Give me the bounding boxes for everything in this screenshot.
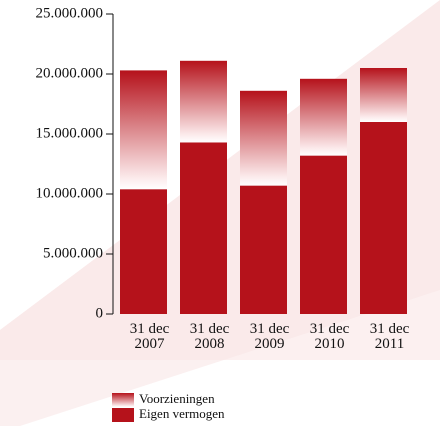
legend-swatch (112, 393, 134, 407)
legend-label: Eigen vermogen (139, 406, 225, 421)
x-tick-label: 31 dec 2010 (309, 321, 350, 352)
y-tick-label: 15.000.000 (36, 125, 104, 141)
x-tick-label: 31 dec 2007 (129, 321, 170, 352)
bar-segment (240, 185, 287, 314)
y-tick-label: 10.000.000 (36, 185, 104, 201)
bar-segment (180, 60, 227, 143)
bar-segment (120, 189, 167, 314)
legend-swatch (112, 408, 134, 422)
x-tick-label: 31 dec 2011 (369, 321, 410, 352)
x-tick-label: 31 dec 2008 (189, 321, 230, 352)
bar-segment (360, 68, 407, 122)
legend-label: Voorzieningen (139, 391, 215, 406)
y-tick-label: 25.000.000 (36, 5, 104, 21)
bar-segment (360, 122, 407, 314)
bar-segment (120, 70, 167, 190)
bar-segment (300, 155, 347, 314)
y-tick-label: 20.000.000 (36, 65, 104, 81)
y-tick-label: 5.000.000 (43, 245, 103, 261)
bar-segment (180, 142, 227, 314)
bar-segment (300, 78, 347, 156)
bar-segment (240, 90, 287, 186)
x-tick-label: 31 dec 2009 (249, 321, 290, 352)
y-tick-label: 0 (96, 305, 104, 321)
